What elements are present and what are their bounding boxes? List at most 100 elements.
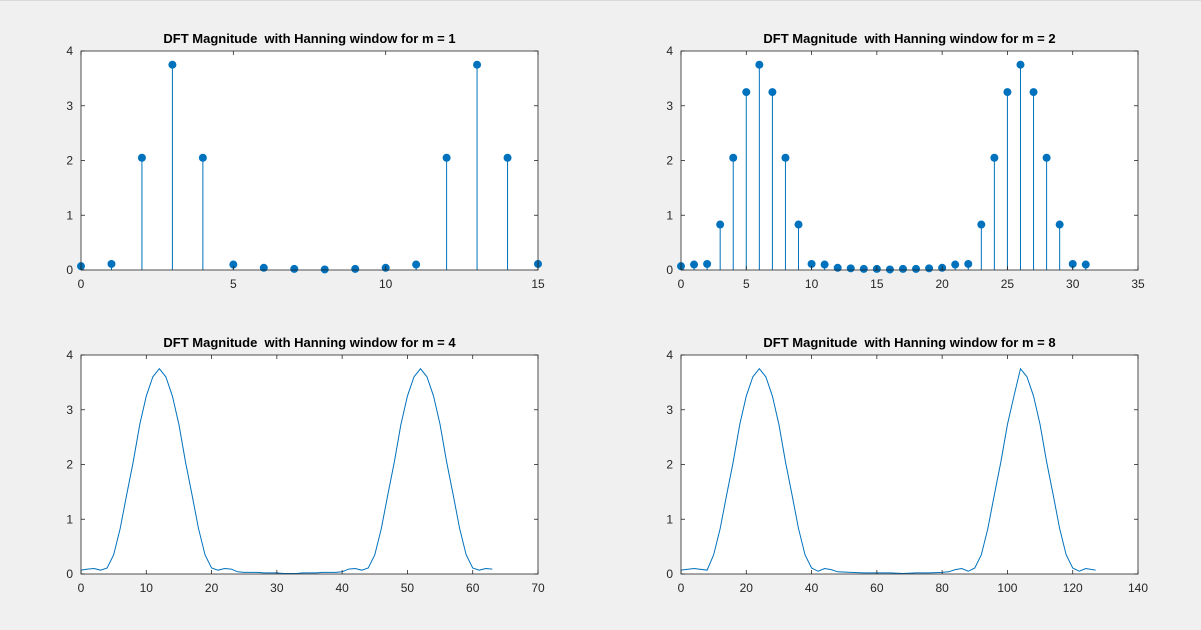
x-tick-label: 5 xyxy=(230,277,237,291)
subplot-2: 0 5 10 15 20 25 30 35 0 1 2 3 4 DFT Magnitude with Ha… xyxy=(666,31,1145,291)
x-tick-label: 30 xyxy=(1066,277,1080,291)
x-tick-label: 100 xyxy=(997,581,1017,595)
x-tick-label: 5 xyxy=(743,277,750,291)
stem-marker xyxy=(137,153,146,162)
stem-marker xyxy=(1068,259,1077,268)
stem-marker xyxy=(898,264,907,273)
stem-marker xyxy=(1055,220,1064,229)
y-tick-label: 4 xyxy=(66,44,73,58)
stem-marker xyxy=(716,220,725,229)
x-tick-label: 30 xyxy=(270,581,284,595)
y-tick-label: 1 xyxy=(666,208,673,222)
y-tick-label: 3 xyxy=(666,99,673,113)
x-tick-label: 0 xyxy=(678,277,685,291)
x-tick-label: 35 xyxy=(1131,277,1145,291)
stem-marker xyxy=(473,60,482,69)
subplot-3: 0 10 20 30 40 50 60 70 0 1 2 3 4 DFT Magnitude with H… xyxy=(66,335,545,595)
x-tick-label: 0 xyxy=(78,581,85,595)
axes-background xyxy=(681,51,1138,270)
stem-marker xyxy=(846,264,855,273)
stem-marker xyxy=(1029,88,1038,97)
stem-marker xyxy=(198,153,207,162)
stem-marker xyxy=(794,220,803,229)
stem-marker xyxy=(168,60,177,69)
y-tick-label: 2 xyxy=(666,154,673,168)
y-tick-label: 2 xyxy=(66,154,73,168)
y-tick-label: 3 xyxy=(66,403,73,417)
stem-marker xyxy=(703,259,712,268)
stem-marker xyxy=(320,265,329,274)
axes-background xyxy=(81,51,538,270)
stem-marker xyxy=(1003,88,1012,97)
x-tick-label: 10 xyxy=(140,581,154,595)
stem-marker xyxy=(729,153,738,162)
stem-marker xyxy=(229,260,238,269)
y-tick-label: 1 xyxy=(66,208,73,222)
x-tick-label: 60 xyxy=(466,581,480,595)
stem-marker xyxy=(833,263,842,272)
stem-marker xyxy=(859,264,868,273)
stem-marker xyxy=(1042,153,1051,162)
stem-marker xyxy=(107,259,116,268)
x-tick-label: 10 xyxy=(379,277,393,291)
y-tick-label: 1 xyxy=(66,512,73,526)
series-line xyxy=(680,367,1096,574)
y-tick-label: 3 xyxy=(666,403,673,417)
y-tick-label: 2 xyxy=(666,458,673,472)
stem-marker xyxy=(412,260,421,269)
y-tick-label: 4 xyxy=(66,348,73,362)
series-line xyxy=(80,367,493,574)
subplot-4: 0 20 40 60 80 100 120 140 0 1 2 3 4 DFT Magnitude wit… xyxy=(666,335,1148,595)
y-tick-label: 0 xyxy=(66,263,73,277)
x-tick-label: 10 xyxy=(805,277,819,291)
stem-marker xyxy=(781,153,790,162)
stem-marker xyxy=(807,259,816,268)
stem-marker xyxy=(742,88,751,97)
stem-marker xyxy=(925,264,934,273)
y-tick-label: 3 xyxy=(66,99,73,113)
x-tick-label: 140 xyxy=(1128,581,1148,595)
stem-marker xyxy=(951,260,960,269)
chart-title: DFT Magnitude with Hanning window for m … xyxy=(163,335,456,350)
x-tick-label: 0 xyxy=(678,581,685,595)
x-tick-label: 120 xyxy=(1063,581,1083,595)
chart-title: DFT Magnitude with Hanning window for m … xyxy=(763,335,1055,350)
stem-marker xyxy=(290,264,299,273)
y-tick-label: 4 xyxy=(666,44,673,58)
stem-marker xyxy=(442,153,451,162)
subplot-1: 0 5 10 15 0 1 2 3 4 DFT Magnitude with Hanning wi… xyxy=(66,31,545,291)
x-tick-label: 40 xyxy=(805,581,819,595)
y-tick-label: 0 xyxy=(666,567,673,581)
stem-marker xyxy=(503,153,512,162)
y-tick-label: 2 xyxy=(66,458,73,472)
x-tick-label: 0 xyxy=(78,277,85,291)
stem-marker xyxy=(768,88,777,97)
y-tick-label: 1 xyxy=(666,512,673,526)
stem-marker xyxy=(912,264,921,273)
stem-marker xyxy=(964,259,973,268)
stem-marker xyxy=(351,264,360,273)
stem-marker xyxy=(885,265,894,274)
chart-title: DFT Magnitude with Hanning window for m … xyxy=(163,31,455,46)
x-tick-label: 50 xyxy=(401,581,415,595)
stem-marker xyxy=(820,260,829,269)
x-tick-label: 15 xyxy=(531,277,545,291)
x-tick-label: 80 xyxy=(935,581,949,595)
chart-title: DFT Magnitude with Hanning window for m … xyxy=(763,31,1055,46)
x-tick-label: 25 xyxy=(1001,277,1015,291)
stem-marker xyxy=(1081,260,1090,269)
x-tick-label: 70 xyxy=(531,581,545,595)
stem-marker xyxy=(690,260,699,269)
y-tick-label: 4 xyxy=(666,348,673,362)
x-tick-label: 40 xyxy=(335,581,349,595)
y-tick-label: 0 xyxy=(666,263,673,277)
x-tick-label: 20 xyxy=(740,581,754,595)
x-tick-label: 20 xyxy=(205,581,219,595)
stem-marker xyxy=(977,220,986,229)
stem-marker xyxy=(990,153,999,162)
stem-marker xyxy=(1016,60,1025,69)
stem-marker xyxy=(259,263,268,272)
x-tick-label: 60 xyxy=(870,581,884,595)
x-tick-label: 20 xyxy=(935,277,949,291)
